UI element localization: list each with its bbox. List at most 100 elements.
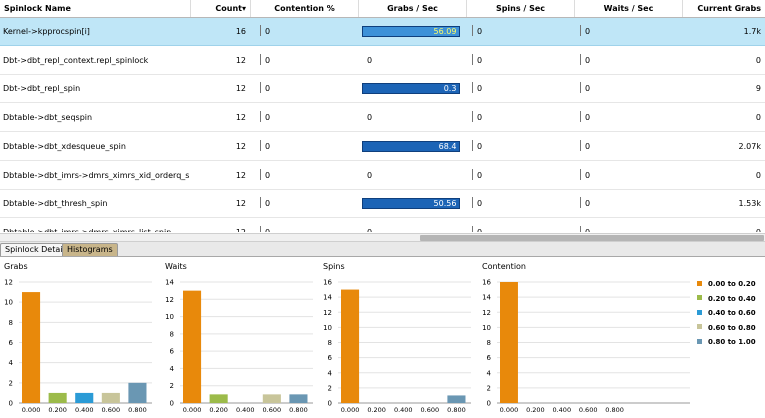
grabs-bar-label: 56.09: [433, 27, 457, 36]
x-tick-label: 0.200: [209, 406, 228, 414]
y-tick-label: 8: [328, 339, 332, 347]
x-tick-label: 0.000: [183, 406, 202, 414]
spins-cell-value: 0: [477, 228, 482, 232]
table-row[interactable]: Dbt->dbt_repl_context.repl_spinlock 12 0 0 0…: [0, 47, 765, 75]
y-tick-label: 14: [165, 279, 174, 287]
grabs-bar: [362, 198, 461, 210]
zero-tick-mark: [472, 225, 473, 232]
table-row[interactable]: Dbtable->dbt_xdesqueue_spin 12 0 68.4 0 0 2.07…: [0, 133, 765, 161]
legend-label: 0.60 to 0.80: [708, 323, 756, 332]
grabs-bar-label: 50.56: [433, 199, 457, 209]
y-tick-label: 8: [170, 330, 174, 338]
column-header-spins-per-sec[interactable]: Spins / Sec: [466, 0, 574, 17]
waits-cell: 0: [577, 104, 681, 132]
column-header-count[interactable]: Count▾: [190, 0, 250, 17]
zero-tick-mark: [472, 82, 473, 94]
tab-spinlock-detail[interactable]: Spinlock Detail: [0, 243, 70, 256]
zero-tick-mark: [260, 197, 261, 209]
chart-title: Waits: [165, 262, 187, 271]
column-header-spinlock-name[interactable]: Spinlock Name: [4, 4, 71, 13]
zero-tick-mark: [260, 53, 261, 65]
grabs-bar: [362, 26, 461, 37]
histogram-bar: [75, 392, 94, 403]
y-tick-label: 2: [328, 384, 332, 392]
waits-cell-value: 0: [585, 27, 591, 36]
x-tick-label: 0.200: [48, 406, 67, 414]
legend-label: 0.80 to 1.00: [708, 338, 756, 346]
legend-item: 0.00 to 0.20: [697, 279, 756, 294]
tab-histograms[interactable]: Histograms: [62, 243, 118, 256]
grabs-bar-label: 68.4: [438, 141, 457, 151]
y-tick-label: 2: [170, 382, 174, 390]
table-row[interactable]: Dbtable->dbt_thresh_spin 12 0 50.56 0 0 1.53k: [0, 190, 765, 219]
chart-title: Grabs: [4, 262, 28, 271]
histogram-bar: [262, 394, 281, 403]
histogram-spins: Spins 0 2 4 6 8 10 12 14 16 0.000 0.200 0.400 0.600 0.…: [323, 262, 471, 414]
grabs-bar-track: 0: [362, 227, 464, 232]
count-cell: 12: [235, 141, 246, 151]
table-row[interactable]: Dbt->dbt_repl_spin 12 0 0.3 0 0 9: [0, 75, 765, 104]
histogram-bar: [209, 394, 228, 403]
contention-cell-value: 0: [265, 170, 271, 180]
grabs-cell: 0: [362, 162, 466, 190]
table-row[interactable]: Dbtable->dbt_imrs->dmrs_ximrs_list_spin1…: [0, 219, 765, 232]
contention-cell-value: 0: [265, 113, 271, 123]
column-header-current-grabs[interactable]: Current Grabs: [682, 0, 765, 17]
spins-cell: 0: [469, 133, 573, 161]
grabs-value: 0: [367, 55, 373, 65]
y-tick-label: 0: [9, 400, 13, 408]
x-tick-label: 0.600: [102, 406, 121, 414]
column-header-waits-per-sec[interactable]: Waits / Sec: [574, 0, 682, 17]
histogram-bar: [48, 392, 67, 403]
detail-tabs: Spinlock Detail Histograms: [0, 242, 765, 257]
waits-cell: 0: [577, 162, 681, 190]
zero-tick-mark: [260, 168, 261, 180]
y-tick-label: 4: [9, 359, 14, 367]
count-cell: 12: [235, 55, 246, 65]
y-tick-label: 16: [482, 279, 491, 287]
legend-item: 0.60 to 0.80: [697, 323, 756, 338]
current-grabs-cell: 1.7k: [743, 27, 761, 36]
table-row[interactable]: Dbtable->dbt_imrs->dmrs_ximrs_xid_orderq…: [0, 162, 765, 190]
y-tick-label: 6: [170, 348, 175, 356]
table-row[interactable]: Kernel->kpprocspin[i] 16 0 56.09 0 0 1.7k: [0, 18, 765, 46]
y-tick-label: 8: [487, 339, 491, 347]
legend-item: 0.20 to 0.40: [697, 294, 756, 309]
histogram-grabs: Grabs 0 2 4 6 8 10 12 0.000 0.200 0.400 0.600 0.800: [4, 262, 152, 414]
grabs-cell: 68.4: [362, 133, 466, 161]
legend-label: 0.40 to 0.60: [708, 309, 756, 317]
spinlock-name-cell: Dbt->dbt_repl_spin: [3, 84, 81, 94]
contention-cell: 0: [257, 162, 357, 190]
y-tick-label: 14: [323, 294, 332, 302]
spinlock-name-cell: Dbtable->dbt_thresh_spin: [3, 199, 108, 209]
x-tick-label: 0.400: [236, 406, 255, 414]
y-tick-label: 2: [487, 384, 491, 392]
horizontal-scrollbar[interactable]: [0, 233, 765, 242]
y-tick-label: 10: [482, 324, 491, 332]
spinlock-name-cell: Dbtable->dbt_xdesqueue_spin: [3, 141, 126, 151]
spins-cell: 0: [469, 162, 573, 190]
zero-tick-mark: [580, 197, 581, 209]
grabs-bar-track: 50.56: [362, 198, 464, 210]
y-tick-label: 12: [323, 309, 332, 317]
waits-cell: 0: [577, 219, 681, 232]
x-tick-label: 0.000: [22, 406, 41, 414]
grabs-bar-track: 56.09: [362, 26, 464, 37]
column-header-grabs-per-sec[interactable]: Grabs / Sec: [358, 0, 466, 17]
spins-cell: 0: [469, 219, 573, 232]
legend-item: 0.40 to 0.60: [697, 308, 756, 323]
zero-tick-mark: [472, 168, 473, 180]
scrollbar-thumb[interactable]: [420, 235, 764, 241]
histogram-bar: [101, 392, 120, 403]
y-tick-label: 10: [165, 313, 174, 321]
table-row[interactable]: Dbtable->dbt_seqspin 12 0 0 0 0 0: [0, 104, 765, 133]
count-cell: 12: [235, 84, 246, 94]
waits-cell: 0: [577, 133, 681, 161]
column-header-contention[interactable]: Contention %: [250, 0, 358, 17]
contention-cell-value: 0: [265, 55, 271, 65]
x-tick-label: 0.400: [552, 406, 571, 414]
waits-cell: 0: [577, 75, 681, 103]
chart-title: Spins: [323, 262, 345, 271]
count-cell: 12: [235, 199, 246, 209]
histogram-bar: [341, 289, 360, 403]
